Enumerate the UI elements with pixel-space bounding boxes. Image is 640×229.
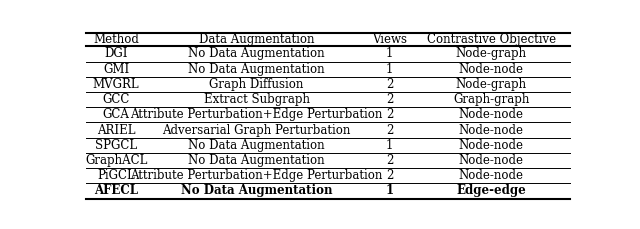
Text: SPGCL: SPGCL (95, 139, 137, 152)
Text: 1: 1 (386, 63, 394, 76)
Text: AFECL: AFECL (94, 184, 138, 197)
Text: Graph Diffusion: Graph Diffusion (209, 78, 304, 91)
Text: GCA: GCA (103, 108, 130, 121)
Text: DGI: DGI (104, 47, 128, 60)
Text: Node-graph: Node-graph (456, 47, 527, 60)
Text: 2: 2 (386, 169, 394, 182)
Text: Node-node: Node-node (459, 108, 524, 121)
Text: Node-node: Node-node (459, 63, 524, 76)
Text: Data Augmentation: Data Augmentation (199, 33, 314, 46)
Text: GCC: GCC (102, 93, 130, 106)
Text: 2: 2 (386, 93, 394, 106)
Text: No Data Augmentation: No Data Augmentation (188, 154, 325, 167)
Text: Node-node: Node-node (459, 124, 524, 136)
Text: Node-graph: Node-graph (456, 78, 527, 91)
Text: ARIEL: ARIEL (97, 124, 136, 136)
Text: Edge-edge: Edge-edge (456, 184, 526, 197)
Text: Node-node: Node-node (459, 154, 524, 167)
Text: GMI: GMI (103, 63, 129, 76)
Text: 2: 2 (386, 78, 394, 91)
Text: Views: Views (372, 33, 407, 46)
Text: Extract Subgraph: Extract Subgraph (204, 93, 310, 106)
Text: No Data Augmentation: No Data Augmentation (181, 184, 332, 197)
Text: PiGCL: PiGCL (97, 169, 135, 182)
Text: Contrastive Objective: Contrastive Objective (427, 33, 556, 46)
Text: Node-node: Node-node (459, 169, 524, 182)
Text: Attribute Perturbation+Edge Perturbation: Attribute Perturbation+Edge Perturbation (131, 108, 383, 121)
Text: 2: 2 (386, 124, 394, 136)
Text: No Data Augmentation: No Data Augmentation (188, 139, 325, 152)
Text: 1: 1 (386, 47, 394, 60)
Text: GraphACL: GraphACL (85, 154, 147, 167)
Text: MVGRL: MVGRL (93, 78, 140, 91)
Text: 1: 1 (386, 184, 394, 197)
Text: 1: 1 (386, 139, 394, 152)
Text: Adversarial Graph Perturbation: Adversarial Graph Perturbation (163, 124, 351, 136)
Text: No Data Augmentation: No Data Augmentation (188, 63, 325, 76)
Text: Attribute Perturbation+Edge Perturbation: Attribute Perturbation+Edge Perturbation (131, 169, 383, 182)
Text: Graph-graph: Graph-graph (453, 93, 529, 106)
Text: Method: Method (93, 33, 139, 46)
Text: No Data Augmentation: No Data Augmentation (188, 47, 325, 60)
Text: 2: 2 (386, 154, 394, 167)
Text: 2: 2 (386, 108, 394, 121)
Text: Node-node: Node-node (459, 139, 524, 152)
